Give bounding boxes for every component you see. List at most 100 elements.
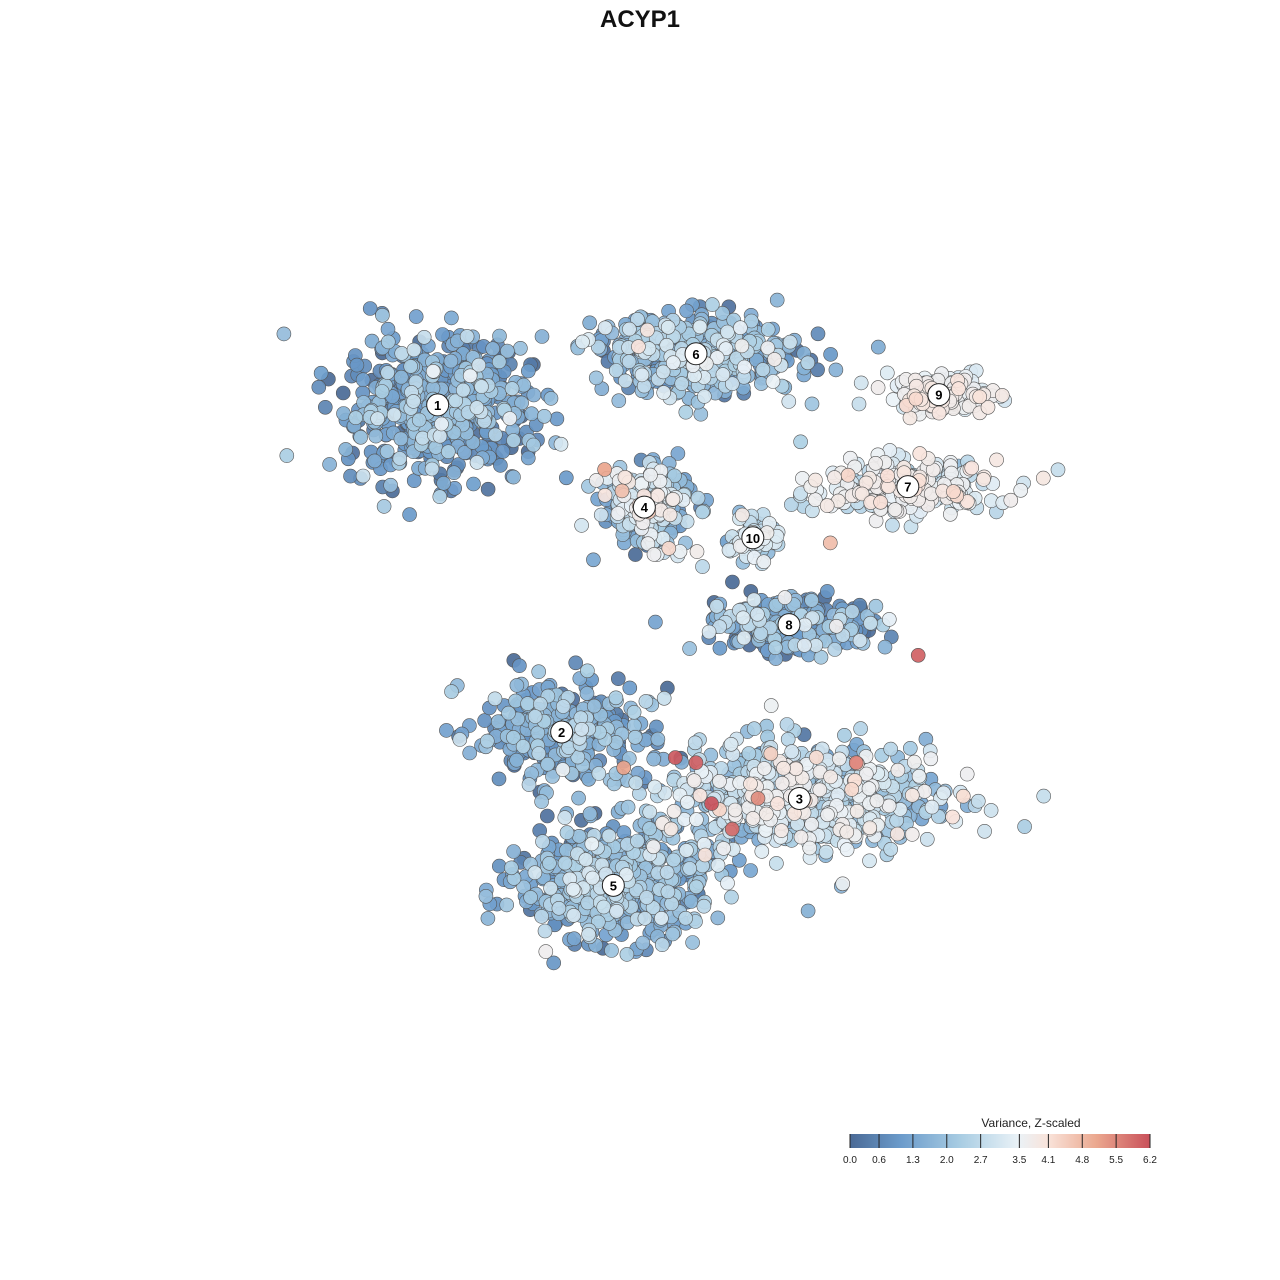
cell-point: [506, 469, 521, 485]
cell-point: [797, 638, 812, 653]
cell-point: [868, 455, 883, 471]
cell-point: [521, 777, 537, 792]
cell-point-high: [750, 791, 766, 806]
cell-point: [946, 484, 961, 499]
cell-point: [574, 518, 589, 533]
cell-point: [596, 899, 612, 915]
cell-point: [488, 427, 503, 443]
cell-point: [474, 379, 489, 394]
cell-point: [678, 404, 694, 420]
cell-point: [543, 880, 558, 896]
cell-point: [1013, 482, 1029, 498]
cell-point: [936, 785, 951, 801]
cell-point: [741, 746, 757, 761]
cell-point: [506, 433, 521, 448]
cell-point: [520, 363, 536, 379]
cell-point: [493, 458, 508, 473]
cell-point: [597, 462, 612, 477]
cell-point: [533, 696, 548, 712]
cell-point: [642, 821, 657, 836]
cell-point: [890, 762, 906, 778]
cluster-label: 7: [896, 475, 920, 499]
cell-point: [782, 334, 798, 350]
cell-point: [317, 399, 333, 415]
cell-point: [736, 630, 752, 646]
cell-point: [515, 739, 531, 754]
cell-point: [279, 448, 295, 463]
cell-point: [769, 856, 784, 871]
cluster-label-text: 4: [641, 500, 649, 515]
cell-point: [406, 394, 421, 409]
cell-point: [367, 453, 382, 469]
cell-point: [477, 713, 492, 728]
cluster-label-badge: [426, 393, 450, 417]
cell-point: [760, 322, 776, 337]
cell-point: [394, 346, 410, 361]
cell-point: [724, 889, 739, 905]
cell-point: [904, 827, 920, 842]
cell-point: [972, 389, 988, 405]
cell-point: [931, 405, 947, 421]
cell-point: [955, 788, 971, 804]
cell-point: [364, 333, 380, 349]
cell-point: [804, 396, 820, 412]
cell-point: [861, 781, 877, 796]
cell-point: [574, 721, 590, 737]
legend-tick-label: 1.3: [906, 1155, 920, 1166]
cell-point: [750, 606, 765, 622]
cell-point: [646, 839, 661, 855]
cell-point: [862, 853, 877, 869]
cell-point: [793, 486, 808, 501]
cell-point: [646, 751, 662, 767]
cluster-label-text: 9: [935, 388, 942, 403]
legend-color-bar: [850, 1134, 1150, 1148]
cluster-label-text: 7: [904, 480, 911, 495]
cell-point: [829, 618, 844, 634]
cell-point: [1036, 470, 1051, 486]
cell-point: [800, 903, 816, 919]
cell-point: [536, 408, 552, 424]
cell-point: [839, 824, 855, 840]
legend-tick-label: 3.5: [1012, 1155, 1026, 1166]
cluster-label-layer: 1 6 9 7 4 10 8 2 3 5: [426, 342, 951, 897]
cell-point: [746, 592, 762, 608]
cell-point: [640, 322, 655, 338]
cluster-label: 9: [927, 383, 951, 407]
cell-point: [697, 389, 712, 404]
cell-point: [661, 541, 677, 556]
cell-point: [539, 808, 555, 824]
cell-point: [832, 751, 847, 767]
cell-point: [881, 612, 897, 627]
cell-point-high: [822, 535, 838, 551]
chart-title: ACYP1: [600, 6, 680, 33]
cell-point: [353, 429, 369, 445]
cluster-label-text: 10: [746, 531, 760, 546]
cell-point: [566, 931, 582, 947]
cluster-label: 3: [787, 786, 811, 810]
cell-point: [638, 694, 654, 709]
cell-point: [665, 355, 681, 371]
cell-point: [779, 717, 795, 732]
cell-point: [873, 494, 888, 510]
cell-point: [904, 787, 920, 803]
cell-point: [478, 888, 494, 904]
cell-point: [945, 809, 960, 825]
cell-point: [809, 750, 824, 765]
cell-point: [557, 855, 573, 871]
cell-point: [555, 762, 571, 777]
cluster-label-text: 6: [692, 347, 699, 362]
cell-point: [509, 752, 524, 768]
cell-point: [723, 736, 739, 752]
cell-point: [355, 468, 371, 484]
cell-point-high: [848, 755, 864, 771]
cell-point: [1003, 492, 1019, 508]
cell-point: [881, 798, 897, 814]
cell-point: [543, 391, 559, 406]
cell-point: [970, 793, 986, 809]
cell-point: [452, 732, 468, 747]
cell-point-high: [704, 796, 719, 811]
cell-point: [411, 412, 427, 428]
cell-point: [808, 472, 823, 488]
cell-point: [712, 640, 728, 656]
cell-point: [679, 843, 694, 858]
